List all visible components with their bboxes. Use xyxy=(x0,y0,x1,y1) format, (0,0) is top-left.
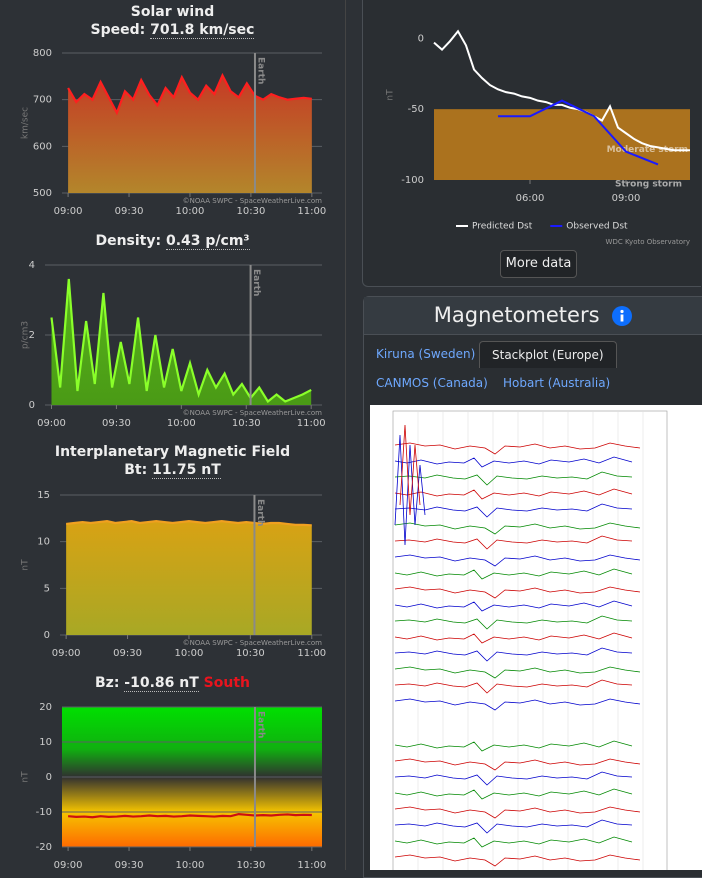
y-tick-label: 4 xyxy=(29,260,35,271)
x-tick-label: 10:00 xyxy=(176,206,205,217)
magnetometers-header: Magnetometers xyxy=(364,297,702,335)
tab[interactable]: CANMOS (Canada) xyxy=(376,376,488,390)
reading-label: Bz: xyxy=(95,675,120,691)
x-tick-label: 10:00 xyxy=(167,418,196,429)
earth-label: Earth xyxy=(255,711,265,738)
x-tick-label: 11:00 xyxy=(297,860,326,870)
credit: ©NOAA SWPC - SpaceWeatherLive.com xyxy=(183,197,323,205)
area xyxy=(51,279,312,405)
y-tick-label: 0 xyxy=(44,630,50,641)
reading-status: South xyxy=(203,675,250,691)
y-tick-label: 500 xyxy=(33,188,52,199)
x-tick-label: 09:00 xyxy=(54,860,83,870)
x-tick-label: 10:00 xyxy=(176,860,205,870)
y-tick-label: 600 xyxy=(33,141,52,152)
dst-panel xyxy=(362,0,701,287)
y-axis-label: km/sec xyxy=(21,107,31,139)
area xyxy=(68,75,312,193)
reading-value: 701.8 km/sec xyxy=(150,22,255,39)
x-tick-label: 10:30 xyxy=(236,206,265,217)
bz-background xyxy=(62,707,322,847)
x-tick-label: 09:30 xyxy=(115,206,144,217)
x-tick-label: 09:30 xyxy=(113,648,142,659)
x-tick-label: 10:30 xyxy=(232,418,261,429)
y-tick-label: 2 xyxy=(29,330,35,341)
x-tick-label: 11:00 xyxy=(297,648,326,659)
x-tick-label: 11:00 xyxy=(297,418,326,429)
y-tick-label: -20 xyxy=(36,842,52,853)
tab[interactable]: Hobart (Australia) xyxy=(503,376,611,390)
tab[interactable]: Kiruna (Sweden) xyxy=(376,347,476,361)
magnetometers-title: Magnetometers xyxy=(433,303,600,327)
chart-title: Solar wind xyxy=(130,4,215,20)
reading-label: Bt: xyxy=(124,462,148,478)
y-tick-label: 0 xyxy=(46,772,52,783)
reading-label: Speed: xyxy=(90,22,146,38)
y-tick-label: 15 xyxy=(37,490,50,501)
x-tick-label: 09:30 xyxy=(102,418,131,429)
y-tick-label: 10 xyxy=(37,537,50,548)
reading-value: -10.86 nT xyxy=(124,675,199,692)
reading-value: 11.75 nT xyxy=(152,462,221,479)
x-tick-label: 10:00 xyxy=(175,648,204,659)
reading: Bz: -10.86 nT South xyxy=(0,675,345,692)
credit: ©NOAA SWPC - SpaceWeatherLive.com xyxy=(183,409,323,417)
area xyxy=(66,521,312,635)
reading: Bt: 11.75 nT xyxy=(0,462,345,479)
earth-label: Earth xyxy=(251,269,261,296)
earth-label: Earth xyxy=(255,57,265,84)
y-tick-label: 20 xyxy=(39,702,52,713)
y-tick-label: -10 xyxy=(36,807,52,818)
tab[interactable]: Stackplot (Europe) xyxy=(479,341,617,368)
y-axis-label: p/cm3 xyxy=(21,321,31,349)
reading-value: 0.43 p/cm³ xyxy=(165,233,250,250)
chart-title: Interplanetary Magnetic Field xyxy=(54,444,291,460)
x-tick-label: 09:00 xyxy=(52,648,81,659)
x-tick-label: 09:00 xyxy=(54,206,83,217)
column-divider xyxy=(345,0,346,870)
y-axis-label: nT xyxy=(21,559,31,571)
line xyxy=(67,72,312,116)
y-tick-label: 700 xyxy=(33,95,52,106)
earth-label: Earth xyxy=(255,499,265,526)
x-tick-label: 09:00 xyxy=(37,418,66,429)
more-data-button[interactable]: More data xyxy=(500,250,577,278)
reading: Speed: 701.8 km/sec xyxy=(0,22,345,39)
y-tick-label: 800 xyxy=(33,48,52,59)
credit: ©NOAA SWPC - SpaceWeatherLive.com xyxy=(183,639,323,647)
y-tick-label: 0 xyxy=(29,400,35,411)
info-icon[interactable] xyxy=(612,306,633,326)
y-axis-label: nT xyxy=(21,771,31,783)
x-tick-label: 10:30 xyxy=(236,648,265,659)
reading: Density: 0.43 p/cm³ xyxy=(0,233,345,250)
line xyxy=(67,812,312,819)
x-tick-label: 11:00 xyxy=(297,206,326,217)
y-tick-label: 10 xyxy=(39,737,52,748)
y-tick-label: 5 xyxy=(44,583,50,594)
x-tick-label: 09:30 xyxy=(115,860,144,870)
line xyxy=(50,278,312,404)
x-tick-label: 10:30 xyxy=(236,860,265,870)
reading-label: Density: xyxy=(95,233,162,249)
stackplot-image xyxy=(370,405,702,870)
line xyxy=(66,520,312,527)
